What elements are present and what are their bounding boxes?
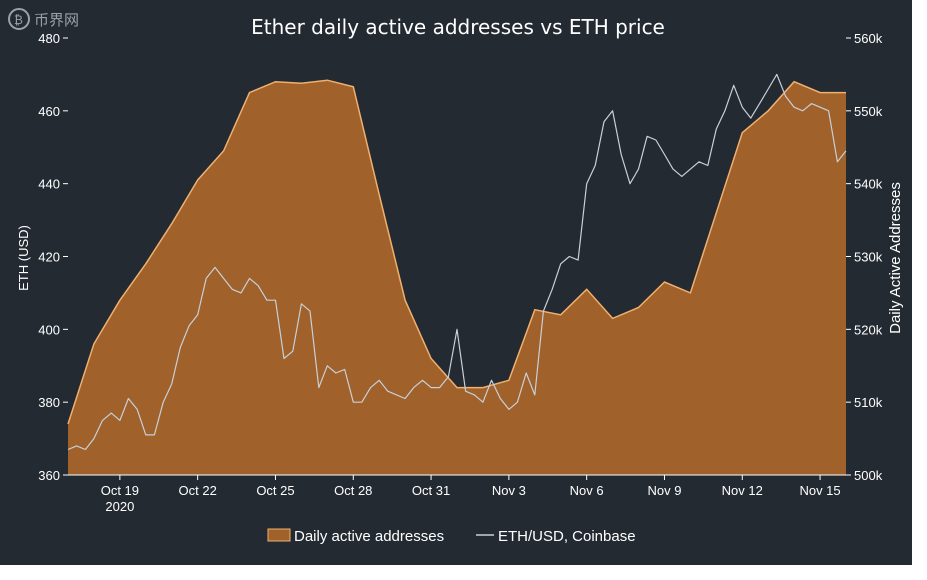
x-tick-label: Nov 3 bbox=[492, 483, 526, 498]
y-left-tick-label: 360 bbox=[38, 468, 60, 483]
x-tick-label: Nov 15 bbox=[799, 483, 840, 498]
y-right-tick-label: 550k bbox=[854, 104, 883, 119]
y-left-tick-label: 380 bbox=[38, 395, 60, 410]
legend-label-addresses: Daily active addresses bbox=[294, 528, 444, 545]
x-tick-sublabel: 2020 bbox=[105, 499, 134, 514]
legend-swatch-addresses bbox=[267, 528, 291, 542]
chart: ₿ 币界网 Ether daily active addresses vs ET… bbox=[8, 8, 904, 545]
y-left-tick-label: 420 bbox=[38, 250, 60, 265]
watermark-logo: ₿ 币界网 bbox=[8, 8, 79, 30]
chart-title: Ether daily active addresses vs ETH pric… bbox=[251, 15, 665, 39]
watermark-coin-icon bbox=[8, 8, 30, 30]
y-left-axis-label: ETH (USD) bbox=[16, 225, 31, 291]
legend-label-eth-price: ETH/USD, Coinbase bbox=[498, 528, 636, 545]
y-right-tick-label: 560k bbox=[854, 31, 883, 46]
axes: 360 380 400 420 440 460 480 500k 510k 520k 530k 540… bbox=[38, 31, 882, 514]
y-left-tick-label: 480 bbox=[38, 31, 60, 46]
x-tick-label: Nov 9 bbox=[647, 483, 681, 498]
x-tick-label: Oct 19 bbox=[101, 483, 139, 498]
y-right-tick-label: 510k bbox=[854, 395, 883, 410]
x-tick-label: Nov 6 bbox=[570, 483, 604, 498]
area-daily-active-addresses bbox=[68, 80, 846, 475]
legend: Daily active addresses ETH/USD, Coinbase bbox=[267, 528, 636, 545]
y-right-tick-label: 540k bbox=[854, 177, 883, 192]
x-tick-label: Oct 28 bbox=[334, 483, 372, 498]
x-tick-label: Nov 12 bbox=[722, 483, 763, 498]
y-left-tick-label: 460 bbox=[38, 104, 60, 119]
watermark-coin-glyph: ₿ bbox=[14, 13, 23, 27]
watermark-text: 币界网 bbox=[34, 11, 79, 29]
x-tick-label: Oct 22 bbox=[179, 483, 217, 498]
y-left-tick-label: 440 bbox=[38, 177, 60, 192]
chart-frame: ₿ 币界网 Ether daily active addresses vs ET… bbox=[0, 0, 912, 565]
legend-item-addresses[interactable]: Daily active addresses bbox=[267, 528, 444, 545]
y-left-tick-label: 400 bbox=[38, 322, 60, 337]
area-outline-daily-active-addresses bbox=[67, 79, 846, 425]
x-tick-label: Oct 25 bbox=[256, 483, 294, 498]
y-right-tick-label: 520k bbox=[854, 322, 883, 337]
plot-area bbox=[67, 73, 847, 475]
y-right-axis-label: Daily Active Addresses bbox=[887, 182, 904, 334]
legend-item-eth-price[interactable]: ETH/USD, Coinbase bbox=[476, 528, 636, 545]
line-eth-usd-coinbase bbox=[67, 73, 847, 451]
x-tick-label: Oct 31 bbox=[412, 483, 450, 498]
y-right-tick-label: 530k bbox=[854, 250, 883, 265]
y-right-tick-label: 500k bbox=[854, 468, 883, 483]
